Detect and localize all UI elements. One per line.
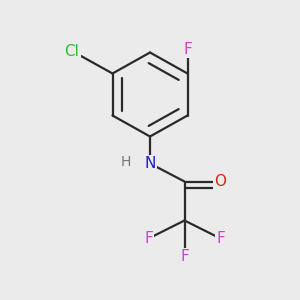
Text: F: F [144, 231, 153, 246]
Text: Cl: Cl [64, 44, 80, 59]
Text: F: F [216, 231, 225, 246]
Text: N: N [144, 156, 156, 171]
Text: F: F [180, 249, 189, 264]
Text: H: H [120, 155, 130, 169]
Text: O: O [214, 174, 226, 189]
Text: F: F [183, 42, 192, 57]
